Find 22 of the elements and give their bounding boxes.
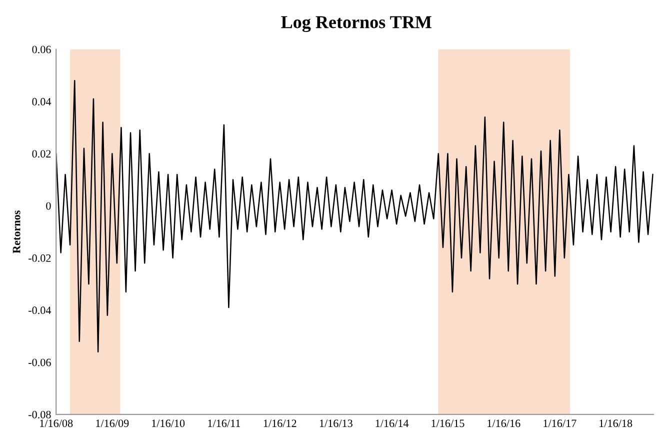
y-axis-title: Retornos (12, 210, 20, 254)
y-tick-label: 0 (46, 202, 51, 210)
y-tick-label: -0.02 (28, 254, 51, 262)
x-tick-label: 1/16/11 (208, 420, 240, 428)
y-tick-label: 0.02 (32, 150, 51, 158)
chart-title: Log Retornos TRM (281, 16, 432, 32)
line-series (56, 80, 654, 352)
x-tick-label: 1/16/15 (432, 420, 464, 428)
x-tick-label: 1/16/18 (600, 420, 632, 428)
y-tick-label: -0.08 (28, 410, 51, 418)
y-tick-label: -0.04 (28, 306, 52, 314)
x-tick-label: 1/16/10 (152, 420, 185, 428)
x-tick-label: 1/16/16 (488, 420, 520, 428)
x-tick-label: 1/16/13 (320, 420, 352, 428)
x-tick-label: 1/16/17 (544, 420, 576, 428)
y-tick-label: -0.06 (28, 358, 51, 366)
y-tick-label: 0.04 (32, 98, 52, 106)
x-tick-label: 1/16/08 (40, 420, 73, 428)
x-tick-label: 1/16/12 (264, 420, 296, 428)
x-tick-label: 1/16/14 (376, 420, 409, 428)
y-tick-label: 0.06 (32, 46, 51, 54)
x-tick-label: 1/16/09 (96, 420, 129, 428)
